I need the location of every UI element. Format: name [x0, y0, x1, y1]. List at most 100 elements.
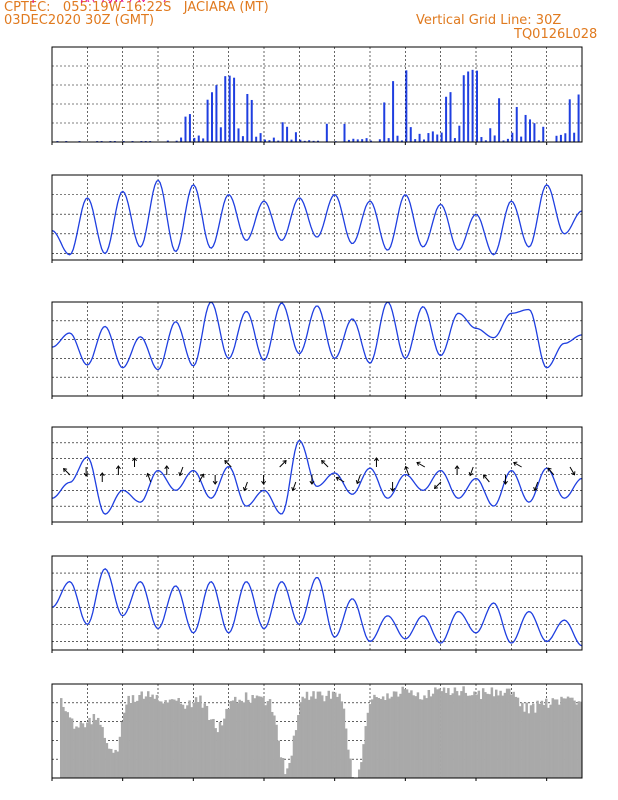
cloud-bar	[112, 752, 115, 778]
cloud-bar	[225, 708, 228, 778]
precip-bar	[347, 139, 350, 142]
header-model-code: TQ0126L028	[514, 27, 598, 42]
cloud-bar	[579, 701, 583, 778]
panel-annotation: Model Altitude: 322.38 m	[0, 0, 165, 4]
cloud-bar	[77, 727, 80, 778]
precip-bar	[555, 135, 558, 142]
cloud-bar	[147, 691, 150, 778]
precip-bar	[215, 85, 218, 142]
x-tick-label: 15DEC	[0, 0, 19, 3]
cloud-bar	[216, 732, 220, 778]
cloud-bar	[251, 695, 254, 778]
precip-bar	[294, 132, 297, 142]
precip-bar	[272, 137, 275, 142]
cloud-bar	[458, 695, 461, 778]
cloud-bar	[364, 726, 367, 778]
x-tick-label: 9DEC	[0, 0, 15, 3]
x-tick-label: 17DEC	[0, 0, 19, 3]
x-tick-label: 17DEC	[0, 0, 19, 3]
cloud-bar	[160, 701, 163, 778]
cloud-bar	[451, 693, 454, 778]
precip-bar	[268, 140, 271, 142]
cloud-bar	[103, 737, 106, 778]
cloud-bar	[151, 694, 154, 778]
cloud-bar	[125, 704, 128, 778]
cloud-bar	[403, 689, 407, 778]
cloud-bar	[62, 706, 65, 778]
cloud-bar	[408, 692, 411, 778]
cloud-bar	[305, 691, 309, 778]
x-tick-label: 11DEC	[0, 0, 19, 3]
cloud-bar	[244, 692, 248, 778]
precip-bar	[542, 126, 545, 142]
wind-arrowhead	[434, 484, 439, 489]
precip-bar	[506, 138, 509, 142]
x-year-label: 202	[0, 0, 19, 3]
wind-arrowhead	[454, 465, 460, 470]
cloud-bar	[366, 712, 370, 778]
cloud-bar	[449, 695, 452, 778]
wind-arrow	[321, 460, 329, 468]
x-tick-label: 17DEC	[0, 0, 19, 3]
cloud-bar	[68, 717, 72, 778]
x-tick-label: 13DEC	[0, 0, 19, 3]
cloud-bar	[575, 704, 578, 778]
precip-bar	[449, 92, 452, 142]
precip-bar	[573, 132, 576, 142]
cloud-bar	[203, 703, 207, 778]
x-tick-label: 17DEC	[0, 0, 19, 3]
cloud-bar	[75, 726, 78, 778]
cloud-bar	[96, 717, 100, 778]
cloud-bar	[223, 718, 226, 778]
cloud-bar	[70, 718, 74, 778]
cloud-bar	[336, 696, 339, 778]
cloud-bar	[181, 704, 185, 778]
cloud-bar	[414, 696, 417, 778]
cloud-bar	[538, 703, 541, 778]
precip-bar	[188, 114, 191, 142]
wind-arrow	[483, 474, 490, 483]
wind-arrowhead	[571, 471, 576, 476]
cloud-bar	[127, 695, 130, 778]
precip-bar	[427, 133, 430, 142]
cloud-bar	[88, 717, 91, 778]
cloud-bar	[466, 695, 470, 778]
cloud-bar	[571, 697, 574, 778]
x-tick-label: 13DEC	[0, 0, 19, 3]
precip-bar	[387, 138, 390, 142]
cloud-bar	[170, 699, 174, 778]
panel-title: Surface Temperature (nC)	[0, 0, 168, 4]
cloud-bar	[288, 762, 291, 778]
cloud-bar	[475, 694, 478, 778]
panel-4: Surface Wind (m/s)3DEC5DEC7DEC9DEC11DEC1…	[0, 0, 583, 525]
precip-bar	[241, 136, 244, 142]
panel-title: Precipitation (mm/h)	[0, 0, 133, 4]
cloud-bar	[212, 718, 215, 778]
cloud-bar	[384, 700, 387, 778]
cloud-bar	[349, 758, 352, 778]
cloud-bar	[401, 686, 404, 778]
precip-bar	[467, 71, 470, 142]
cloud-bar	[331, 691, 335, 778]
x-tick-label: 5DEC	[0, 0, 15, 3]
wind-arrowhead	[355, 479, 361, 485]
cloud-bar	[73, 728, 76, 778]
cloud-bar	[101, 727, 104, 778]
cloud-bar	[94, 719, 98, 778]
cloud-bar	[566, 696, 570, 778]
cloud-bar	[503, 692, 507, 778]
cloud-bar	[357, 769, 361, 778]
precip-bar	[317, 140, 319, 142]
cloud-bar	[488, 694, 491, 778]
cloud-bar	[397, 696, 400, 778]
cloud-bar	[421, 699, 424, 778]
cloud-bar	[168, 699, 172, 778]
cloud-bar	[553, 699, 557, 778]
x-tick-label: 15DEC	[0, 0, 19, 3]
cloud-bar	[321, 695, 324, 778]
x-tick-label: 5DEC	[0, 0, 15, 3]
cloud-bar	[392, 691, 396, 778]
x-tick-label: 13DEC	[0, 0, 19, 3]
cloud-bar	[479, 699, 483, 778]
x-tick-label: 7DEC	[0, 0, 15, 3]
